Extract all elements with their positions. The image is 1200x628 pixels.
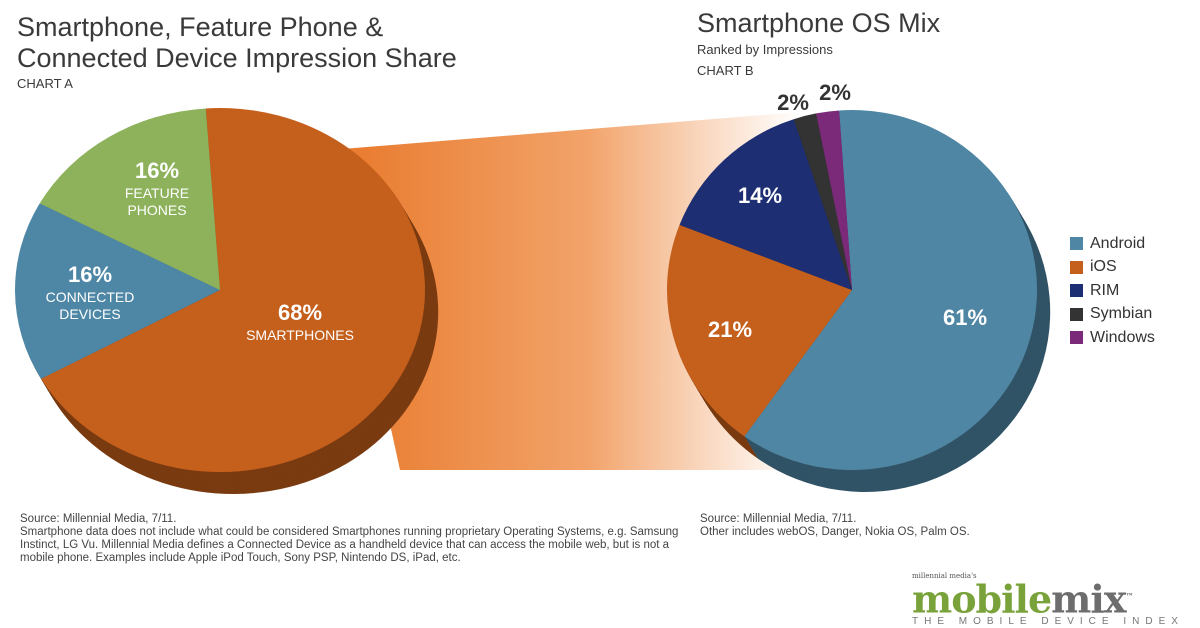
chart-b-subtitle: Ranked by Impressions	[697, 42, 833, 57]
legend-label: Windows	[1090, 328, 1155, 346]
logo-mobile: mobile	[912, 576, 1052, 622]
pie-slice-smartphones	[41, 108, 425, 473]
chart-a-label: CHART A	[17, 76, 73, 91]
legend-item: RIM	[1070, 279, 1155, 303]
logo-mix: mix	[1051, 576, 1126, 622]
legend-label: RIM	[1090, 281, 1120, 299]
legend-item: iOS	[1070, 256, 1155, 280]
footnote: Other includes webOS, Danger, Nokia OS, …	[700, 526, 970, 538]
logo-tm: ™	[1125, 591, 1133, 601]
legend-swatch	[1070, 331, 1083, 345]
legend-item: Windows	[1070, 326, 1155, 350]
chart-b-label: CHART B	[697, 63, 754, 78]
chart-a-notes: Source: Millennial Media, 7/11. Smartpho…	[20, 513, 685, 565]
chart-b-notes: Source: Millennial Media, 7/11. Other in…	[700, 513, 1100, 539]
pie-slice-connected-devices	[14, 203, 220, 379]
data-label: 2%	[819, 80, 851, 105]
legend-label: Symbian	[1090, 305, 1153, 323]
data-label: 61%	[943, 305, 987, 330]
chart-b-legend: Android iOS RIM Symbian Windows	[1070, 232, 1155, 350]
category-label: DEVICES	[59, 306, 120, 322]
chart-a-title: Smartphone, Feature Phone & Connected De…	[17, 12, 457, 73]
legend-item: Symbian	[1070, 303, 1155, 327]
mobilemix-logo: millennial media's mobilemix™ THE MOBILE…	[912, 572, 1184, 627]
chart-b-title: Smartphone OS Mix	[697, 8, 941, 38]
pie-slice-symbian	[793, 113, 852, 290]
pie-slice-ios	[667, 224, 852, 437]
legend-label: iOS	[1090, 258, 1117, 276]
legend-swatch	[1070, 260, 1083, 274]
category-label: FEATURE	[125, 185, 189, 201]
pie-slice-android	[744, 109, 1037, 471]
legend-label: Android	[1090, 234, 1146, 252]
source-note: Source: Millennial Media, 7/11.	[20, 513, 177, 525]
logo-small-text: millennial media's	[912, 572, 977, 580]
connector-funnel	[330, 112, 800, 470]
category-label: CONNECTED	[46, 289, 135, 305]
legend-swatch	[1070, 307, 1083, 321]
pie-slice-windows	[816, 110, 852, 290]
pie-slice-feature-phones	[39, 108, 220, 290]
logo-tagline: THE MOBILE DEVICE INDEX	[912, 615, 1184, 627]
category-label: SMARTPHONES	[246, 327, 354, 343]
data-label: 16%	[135, 158, 179, 183]
data-label: 2%	[777, 90, 809, 115]
data-label: 14%	[738, 183, 782, 208]
data-label: 68%	[278, 300, 322, 325]
footnote: Smartphone data does not include what co…	[20, 526, 679, 564]
data-label: 16%	[68, 262, 112, 287]
data-label: 21%	[708, 317, 752, 342]
source-note: Source: Millennial Media, 7/11.	[700, 513, 857, 525]
legend-item: Android	[1070, 232, 1155, 256]
category-label: PHONES	[127, 202, 186, 218]
pie-slice-rim	[679, 119, 852, 290]
legend-swatch	[1070, 284, 1083, 298]
legend-swatch	[1070, 237, 1083, 251]
